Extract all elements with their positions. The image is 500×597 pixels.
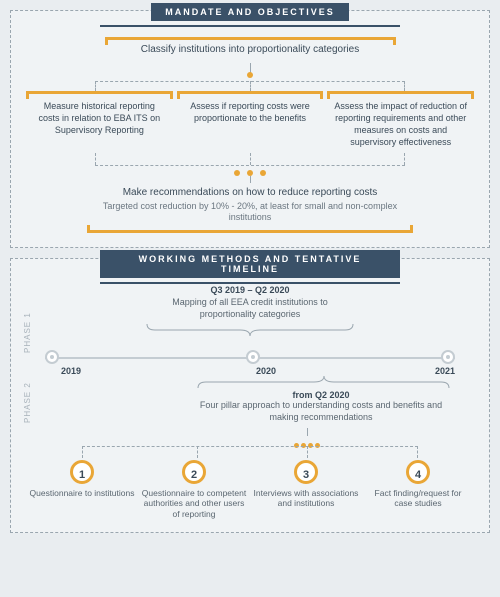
pillar-2-text: Questionnaire to competent authorities a… xyxy=(141,488,247,520)
phase1-desc: Mapping of all EEA credit institutions t… xyxy=(145,297,355,320)
timeline-node-2019 xyxy=(45,350,59,364)
pillar-3-num: 3 xyxy=(294,460,318,484)
pillar-1-num: 1 xyxy=(70,460,94,484)
panel-title-2: WORKING METHODS AND TENTATIVE TIMELINE xyxy=(100,250,400,278)
phase2-desc: Four pillar approach to understanding co… xyxy=(191,400,451,423)
pillar-4-text: Fact finding/request for case studies xyxy=(365,488,471,509)
timeline-axis: 2019 2020 2021 xyxy=(45,340,455,376)
recommendation-sub: Targeted cost reduction by 10% - 20%, at… xyxy=(96,201,404,224)
phase1-label: PHASE 1 xyxy=(23,312,32,353)
recommendations-box: Make recommendations on how to reduce re… xyxy=(90,183,410,233)
phase2-label: PHASE 2 xyxy=(23,382,32,423)
pillar-3: 3 Interviews with associations and insti… xyxy=(253,460,359,520)
year-2020: 2020 xyxy=(256,366,276,376)
phase2-text: from Q2 2020 Four pillar approach to und… xyxy=(191,390,451,423)
connector-top xyxy=(29,63,471,91)
timeline-node-2020 xyxy=(246,350,260,364)
objectives-row: Measure historical reporting costs in re… xyxy=(29,91,471,153)
connector-pillars xyxy=(29,428,471,458)
brace-up-icon xyxy=(196,376,451,390)
year-2021: 2021 xyxy=(435,366,455,376)
recommendation-title: Make recommendations on how to reduce re… xyxy=(96,187,404,198)
classify-box: Classify institutions into proportionali… xyxy=(108,37,393,61)
phase1-period: Q3 2019 – Q2 2020 xyxy=(145,285,355,295)
timeline-node-2021 xyxy=(441,350,455,364)
pillars-row: 1 Questionnaire to institutions 2 Questi… xyxy=(29,460,471,520)
title-underline xyxy=(100,25,400,27)
objective-2: Assess if reporting costs were proportio… xyxy=(180,91,321,153)
pillar-2: 2 Questionnaire to competent authorities… xyxy=(141,460,247,520)
objective-1: Measure historical reporting costs in re… xyxy=(29,91,170,153)
timeline-panel: WORKING METHODS AND TENTATIVE TIMELINE P… xyxy=(10,258,490,533)
pillar-1-text: Questionnaire to institutions xyxy=(29,488,135,499)
title-underline-2 xyxy=(100,282,400,284)
pillar-4: 4 Fact finding/request for case studies xyxy=(365,460,471,520)
panel-header: MANDATE AND OBJECTIVES xyxy=(100,2,400,27)
pillar-4-num: 4 xyxy=(406,460,430,484)
year-2019: 2019 xyxy=(61,366,81,376)
mandate-panel: MANDATE AND OBJECTIVES Classify institut… xyxy=(10,10,490,248)
connector-bottom xyxy=(29,153,471,183)
brace-down-icon xyxy=(145,322,355,336)
pillar-2-num: 2 xyxy=(182,460,206,484)
objective-3: Assess the impact of reduction of report… xyxy=(330,91,471,153)
phase1-text: Q3 2019 – Q2 2020 Mapping of all EEA cre… xyxy=(145,285,355,320)
phase2-period: from Q2 2020 xyxy=(191,390,451,400)
panel-header-2: WORKING METHODS AND TENTATIVE TIMELINE xyxy=(100,250,400,284)
pillar-3-text: Interviews with associations and institu… xyxy=(253,488,359,509)
panel-title: MANDATE AND OBJECTIVES xyxy=(151,3,349,21)
pillar-1: 1 Questionnaire to institutions xyxy=(29,460,135,520)
